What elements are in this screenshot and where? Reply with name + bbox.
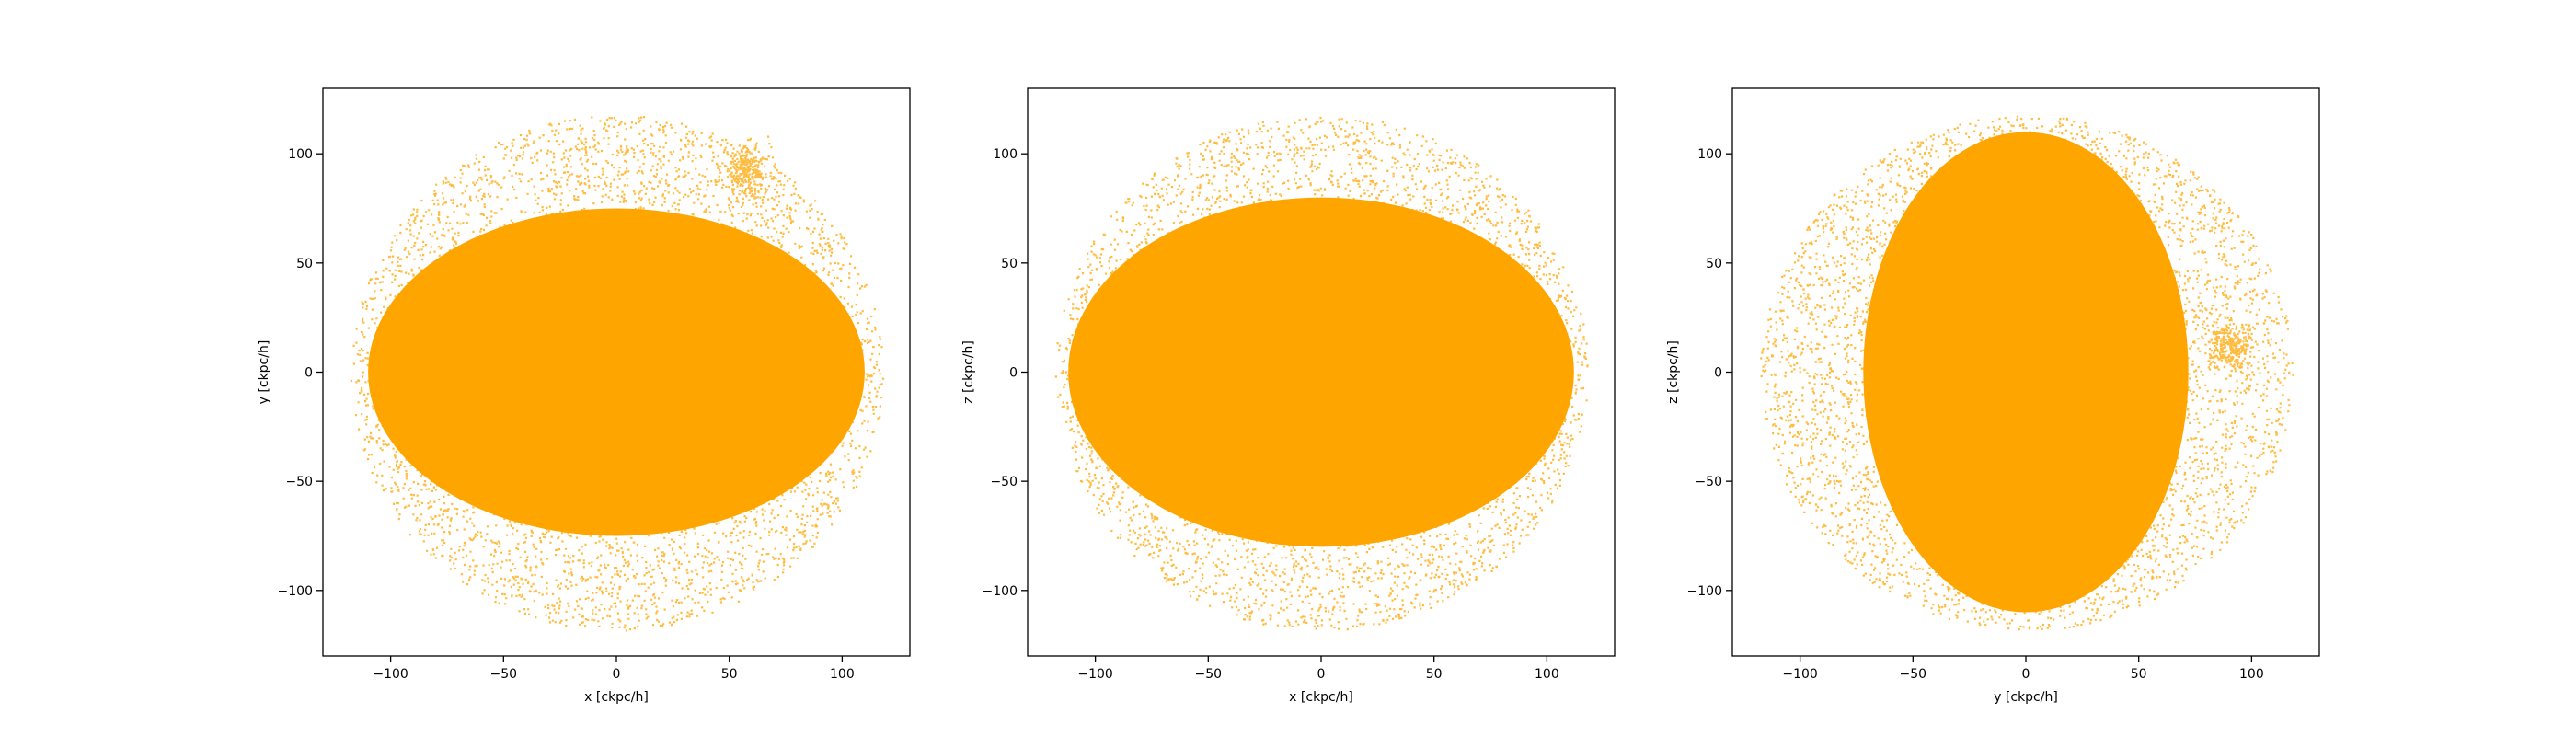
- x-tick-label: 50: [2131, 667, 2147, 682]
- y-tick-label: 50: [1001, 257, 1018, 271]
- y-axis-label: z [ckpc/h]: [961, 340, 976, 404]
- dense-core: [368, 208, 865, 536]
- x-tick-label: 100: [1535, 667, 1559, 682]
- y-tick-label: 100: [288, 147, 313, 162]
- x-tick-label: −100: [373, 667, 408, 682]
- x-tick-label: −50: [1900, 667, 1927, 682]
- x-tick-label: −100: [1077, 667, 1112, 682]
- x-axis-label: x [ckpc/h]: [1289, 690, 1353, 705]
- y-tick-label: 0: [1714, 366, 1722, 381]
- x-tick-label: 0: [613, 667, 621, 682]
- dense-core: [1863, 132, 2189, 613]
- panel-3: −100 −50 0 50 100 −100 −50 0 50 100 y [ckpc/h] z [c…: [1666, 87, 2320, 705]
- y-tick-label: 100: [1697, 147, 1722, 162]
- panel-1: −100 −50 0 50 100 −100 −50 0 50 100 x [ckpc/h] y [c…: [257, 87, 911, 705]
- y-axis-label: y [ckpc/h]: [257, 340, 271, 405]
- y-tick-label: −50: [285, 475, 313, 489]
- y-tick-label: −50: [1695, 475, 1722, 489]
- y-tick-label: −100: [1687, 584, 1722, 599]
- x-axis-label: x [ckpc/h]: [584, 690, 649, 705]
- y-axis-label: z [ckpc/h]: [1666, 340, 1681, 404]
- y-tick-label: −100: [983, 584, 1018, 599]
- y-tick-label: 0: [305, 366, 313, 381]
- scatter-points: [350, 116, 885, 632]
- y-tick-label: −100: [278, 584, 313, 599]
- scatter-points: [1760, 115, 2294, 631]
- y-tick-label: −50: [990, 475, 1018, 489]
- x-tick-label: −50: [490, 667, 518, 682]
- x-tick-label: 50: [721, 667, 738, 682]
- x-tick-label: 50: [1426, 667, 1443, 682]
- y-tick-label: 100: [993, 147, 1018, 162]
- y-tick-label: 0: [1009, 366, 1018, 381]
- scatter-marks: [1054, 116, 1589, 631]
- y-tick-label: 50: [296, 257, 313, 271]
- scatter-points: [1054, 116, 1589, 631]
- x-tick-label: 100: [830, 667, 855, 682]
- panel-2: −100 −50 0 50 100 −100 −50 0 50 100 x [ckpc/h] z [c…: [961, 87, 1616, 705]
- x-tick-label: 0: [1317, 667, 1326, 682]
- x-axis-label: y [ckpc/h]: [1994, 690, 2058, 705]
- x-tick-label: −50: [1195, 667, 1223, 682]
- scatter-marks: [350, 116, 885, 632]
- y-tick-label: 50: [1706, 257, 1722, 271]
- x-tick-label: 0: [2022, 667, 2030, 682]
- x-tick-label: −100: [1782, 667, 1817, 682]
- x-tick-label: 100: [2239, 667, 2264, 682]
